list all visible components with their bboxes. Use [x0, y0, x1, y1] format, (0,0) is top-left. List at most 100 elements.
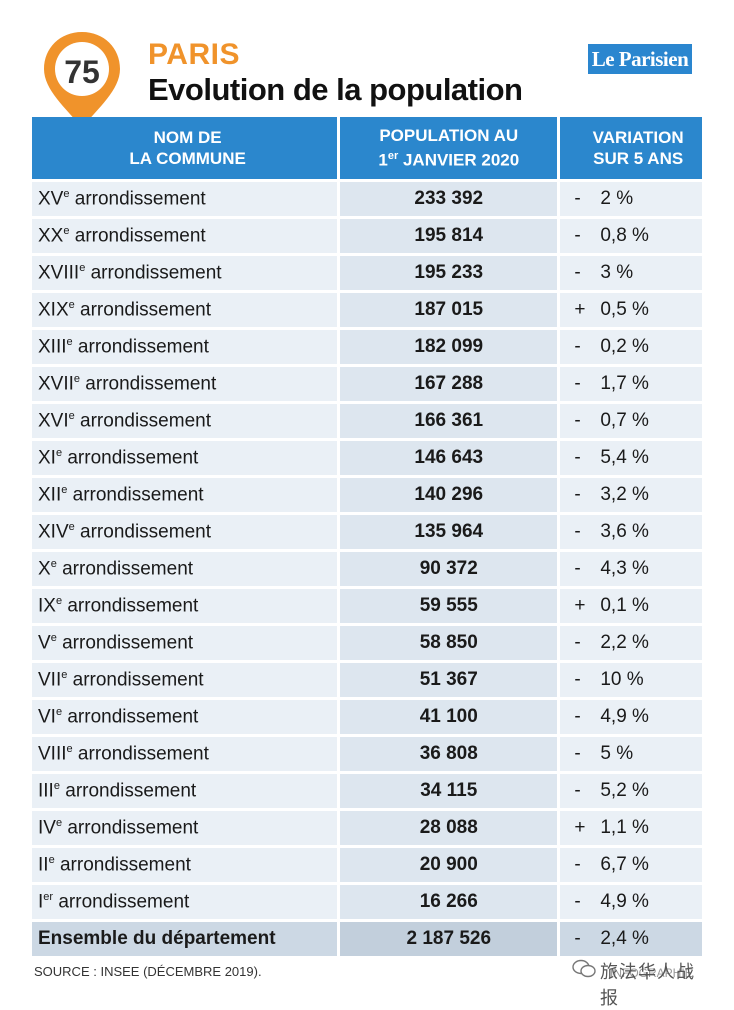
variation-cell: -0,2 %: [560, 327, 702, 364]
credit-text: INFOGRAPHIE: [610, 966, 693, 980]
table-row: XIVe arrondissement 135 964-3,6 %: [32, 512, 702, 549]
table-body: XVe arrondissement 233 392-2 % XXe arrondi…: [32, 179, 702, 919]
total-variation-sign: -: [574, 928, 581, 949]
arrondissement-numeral: XIII: [38, 336, 67, 358]
arrondissement-numeral: VIII: [38, 743, 67, 765]
watermark: 旅法华人战报: [572, 956, 712, 1008]
commune-name: XVIe arrondissement: [32, 401, 341, 438]
variation-cell: -4,3 %: [560, 549, 702, 586]
variation-cell: +1,1 %: [560, 808, 702, 845]
arrondissement-label: arrondissement: [59, 780, 197, 802]
arrondissement-ordinal: e: [68, 409, 75, 422]
arrondissement-label: arrondissement: [53, 891, 190, 913]
column-header-population-day-sup: er: [387, 150, 399, 163]
population-value: 58 850: [340, 623, 561, 660]
arrondissement-label: arrondissement: [56, 632, 194, 654]
commune-name: XIIIe arrondissement: [32, 327, 341, 364]
arrondissement-ordinal: e: [50, 557, 57, 570]
variation-cell: -5 %: [560, 734, 702, 771]
source-note: SOURCE : INSEE (DÉCEMBRE 2019).: [34, 964, 262, 979]
arrondissement-numeral: IV: [38, 817, 56, 839]
arrondissement-label: arrondissement: [85, 262, 222, 284]
variation-sign: -: [574, 225, 581, 246]
variation-sign: -: [574, 891, 581, 912]
variation-cell: -5,2 %: [560, 771, 702, 808]
variation-value: 0,5 %: [600, 299, 649, 320]
arrondissement-label: arrondissement: [74, 410, 211, 432]
table-row: XVIIe arrondissement 167 288-1,7 %: [32, 364, 702, 401]
column-header-name: NOM DE LA COMMUNE: [32, 117, 341, 179]
arrondissement-label: arrondissement: [56, 558, 194, 580]
population-table: NOM DE LA COMMUNE POPULATION AU 1er JANV…: [32, 117, 702, 956]
column-header-name-line1: NOM DE: [153, 128, 222, 147]
arrondissement-numeral: V: [38, 632, 51, 654]
arrondissement-numeral: XIX: [38, 299, 69, 321]
arrondissement-numeral: XV: [38, 188, 64, 210]
variation-value: 0,2 %: [600, 336, 649, 357]
arrondissement-numeral: XVIII: [38, 262, 80, 284]
variation-cell: -0,7 %: [560, 401, 702, 438]
arrondissement-label: arrondissement: [74, 299, 211, 321]
arrondissement-numeral: XII: [38, 484, 62, 506]
variation-value: 0,8 %: [600, 225, 649, 246]
population-value: 233 392: [340, 179, 561, 216]
arrondissement-ordinal: e: [55, 816, 63, 829]
table-row: IIIe arrondissement 34 115-5,2 %: [32, 771, 702, 808]
population-value: 90 372: [340, 549, 561, 586]
arrondissement-label: arrondissement: [62, 447, 199, 469]
population-value: 140 296: [340, 475, 561, 512]
total-variation: -2,4 %: [560, 919, 702, 956]
table-row: IIe arrondissement 20 900-6,7 %: [32, 845, 702, 882]
variation-sign: -: [574, 558, 581, 579]
variation-cell: -2 %: [560, 179, 702, 216]
arrondissement-ordinal: e: [66, 742, 73, 755]
commune-name: XVIIe arrondissement: [32, 364, 341, 401]
arrondissement-ordinal: e: [61, 483, 68, 496]
population-value: 59 555: [340, 586, 561, 623]
population-value: 41 100: [340, 697, 561, 734]
commune-name: XIXe arrondissement: [32, 290, 341, 327]
population-value: 166 361: [340, 401, 561, 438]
le-parisien-logo: Le Parisien: [588, 44, 692, 74]
arrondissement-numeral: XX: [38, 225, 64, 247]
variation-value: 3,6 %: [600, 521, 649, 542]
variation-cell: -2,2 %: [560, 623, 702, 660]
population-value: 28 088: [340, 808, 561, 845]
commune-name: XIVe arrondissement: [32, 512, 341, 549]
chat-bubbles-icon: [572, 959, 596, 978]
variation-sign: -: [574, 188, 581, 209]
variation-cell: -1,7 %: [560, 364, 702, 401]
variation-value: 1,1 %: [600, 817, 649, 838]
variation-sign: -: [574, 854, 581, 875]
table-row: Ier arrondissement 16 266-4,9 %: [32, 882, 702, 919]
column-header-variation-line1: VARIATION: [592, 128, 684, 147]
commune-name: XXe arrondissement: [32, 216, 341, 253]
arrondissement-ordinal: e: [55, 594, 63, 607]
variation-sign: +: [574, 817, 586, 838]
variation-value: 2,2 %: [600, 632, 649, 653]
variation-sign: -: [574, 373, 581, 394]
variation-cell: -10 %: [560, 660, 702, 697]
table-row: IVe arrondissement 28 088 +1,1 %: [32, 808, 702, 845]
arrondissement-ordinal: e: [55, 446, 63, 459]
variation-sign: +: [574, 299, 586, 320]
table-row: XXe arrondissement 195 814-0,8 %: [32, 216, 702, 253]
variation-value: 0,1 %: [600, 595, 649, 616]
table-row: XIIIe arrondissement 182 099-0,2 %: [32, 327, 702, 364]
commune-name: Xe arrondissement: [32, 549, 341, 586]
variation-value: 4,9 %: [600, 891, 649, 912]
variation-value: 3,2 %: [600, 484, 649, 505]
variation-cell: +0,5 %: [560, 290, 702, 327]
table-total-row: Ensemble du département 2 187 526 -2,4 %: [32, 919, 702, 956]
city-heading: PARIS: [148, 38, 240, 71]
population-value: 167 288: [340, 364, 561, 401]
commune-name: Ier arrondissement: [32, 882, 341, 919]
variation-value: 5,2 %: [600, 780, 649, 801]
arrondissement-numeral: XVI: [38, 410, 69, 432]
variation-value: 4,3 %: [600, 558, 649, 579]
arrondissement-label: arrondissement: [67, 484, 204, 506]
map-pin-icon: [44, 32, 120, 128]
commune-name: VIe arrondissement: [32, 697, 341, 734]
arrondissement-ordinal: e: [79, 261, 86, 274]
commune-name: IXe arrondissement: [32, 586, 341, 623]
